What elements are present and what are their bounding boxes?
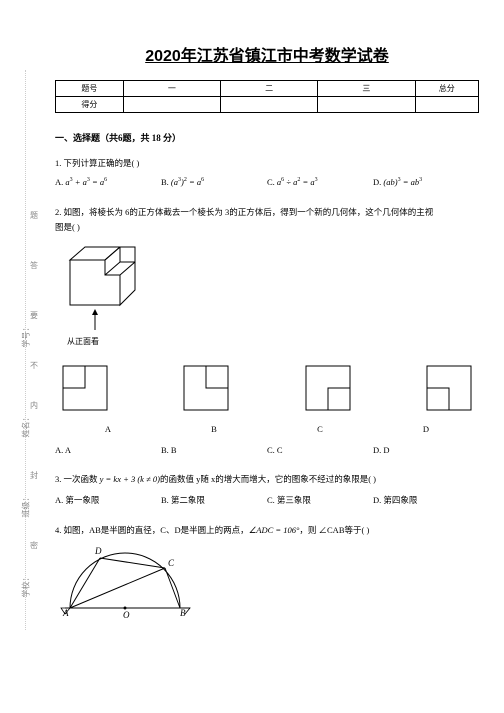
q2-fig-d: [419, 358, 479, 418]
side-ti: 题: [30, 210, 38, 221]
q3-options: A. 第一象限 B. 第二象限 C. 第三象限 D. 第四象限: [55, 493, 479, 508]
q1-math-b: (a3)2 = a6: [171, 177, 204, 187]
side-seal: 密: [30, 540, 38, 551]
side-bu: 不: [30, 360, 38, 371]
q3-stem-a: 3. 一次函数: [55, 474, 100, 484]
q1-math-d: (ab)3 = ab3: [383, 177, 422, 187]
q2-caption: 从正面看: [67, 335, 479, 349]
page-content: 2020年江苏省镇江市中考数学试卷 题号 一 二 三 总分 得分 一、选择题（共…: [55, 0, 479, 618]
th-c3: 三: [318, 81, 415, 97]
q2-fig-a: [55, 358, 115, 418]
q1-math-a: a3 + a3 = a6: [65, 177, 107, 187]
q2-lb: B: [161, 422, 267, 437]
side-name: 姓名：: [21, 414, 32, 438]
side-nei: 内: [30, 400, 38, 411]
side-line: 封: [30, 470, 38, 481]
question-4: 4. 如图，AB是半圆的直径，C、D是半圆上的两点，∠ADC = 106°，则 …: [55, 523, 479, 618]
exam-title: 2020年江苏省镇江市中考数学试卷: [55, 42, 479, 66]
side-class: 班级：: [21, 494, 32, 518]
q1-opt-c[interactable]: C. a6 ÷ a2 = a3: [267, 175, 373, 190]
q3-b[interactable]: B. 第二象限: [161, 493, 267, 508]
q2-fig-b: [176, 358, 236, 418]
q1-options: A. a3 + a3 = a6 B. (a3)2 = a6 C. a6 ÷ a2…: [55, 175, 479, 190]
question-2: 2. 如图，将棱长为 6的正方体截去一个棱长为 3的正方体后，得到一个新的几何体…: [55, 205, 479, 459]
q3-math: y = kx + 3 (k ≠ 0): [100, 474, 160, 484]
q1-opt-d[interactable]: D. (ab)3 = ab3: [373, 175, 479, 190]
q2-dd[interactable]: D. D: [373, 443, 479, 458]
q3-stem-b: 的函数值 y随 x的增大而增大，它的图象不经过的象限是( ): [160, 474, 376, 484]
q4-label-b: B: [180, 608, 186, 618]
blank-cell[interactable]: [123, 97, 220, 113]
th-score: 得分: [56, 97, 124, 113]
q2-choice-labels: A B C D: [55, 422, 479, 437]
th-c1: 一: [123, 81, 220, 97]
q2-solid-figure: [55, 235, 145, 335]
q3-a[interactable]: A. 第一象限: [55, 493, 161, 508]
q4-stem-b: ，则 ∠CAB等于( ): [299, 525, 369, 535]
q1-opt-a[interactable]: A. a3 + a3 = a6: [55, 175, 161, 190]
q4-label-d: D: [94, 546, 102, 556]
blank-cell[interactable]: [318, 97, 415, 113]
q2-fig-c: [298, 358, 358, 418]
q2-lc: C: [267, 422, 373, 437]
q2-ld: D: [373, 422, 479, 437]
section1-title: 一、选择题（共6题，共 18 分）: [55, 131, 479, 144]
q4-math: ∠ADC = 106°: [249, 525, 300, 535]
q2-stem1: 2. 如图，将棱长为 6的正方体截去一个棱长为 3的正方体后，得到一个新的几何体…: [55, 205, 479, 220]
side-yao: 要: [30, 310, 38, 321]
q1-stem: 1. 下列计算正确的是( ): [55, 156, 479, 171]
q2-cc[interactable]: C. C: [267, 443, 373, 458]
question-1: 1. 下列计算正确的是( ) A. a3 + a3 = a6 B. (a3)2 …: [55, 156, 479, 191]
side-id: 学号：: [21, 324, 32, 348]
blank-cell[interactable]: [220, 97, 317, 113]
q4-stem-a: 4. 如图，AB是半圆的直径，C、D是半圆上的两点，: [55, 525, 249, 535]
table-row: 题号 一 二 三 总分: [56, 81, 479, 97]
q3-c[interactable]: C. 第三象限: [267, 493, 373, 508]
blank-cell[interactable]: [415, 97, 478, 113]
table-row: 得分: [56, 97, 479, 113]
q3-d[interactable]: D. 第四象限: [373, 493, 479, 508]
score-table: 题号 一 二 三 总分 得分: [55, 80, 479, 113]
side-da: 答: [30, 260, 38, 271]
th-num: 题号: [56, 81, 124, 97]
q1-opt-b[interactable]: B. (a3)2 = a6: [161, 175, 267, 190]
q2-answer-row: A. A B. B C. C D. D: [55, 443, 479, 458]
q2-choice-figures: [55, 358, 479, 418]
q2-bb[interactable]: B. B: [161, 443, 267, 458]
side-school: 学校：: [21, 574, 32, 598]
q4-label-o: O: [123, 610, 130, 618]
q1-math-c: a6 ÷ a2 = a3: [277, 177, 318, 187]
q4-semicircle-figure: A B O D C: [55, 538, 205, 618]
th-total: 总分: [415, 81, 478, 97]
th-c2: 二: [220, 81, 317, 97]
side-labels: 学校： 班级： 姓名： 学号： 密 封 内 不 要 答 题: [8, 80, 38, 580]
q2-la: A: [55, 422, 161, 437]
q2-aa[interactable]: A. A: [55, 443, 161, 458]
q2-stem2: 图是( ): [55, 220, 479, 235]
q4-label-c: C: [168, 558, 175, 568]
question-3: 3. 一次函数 y = kx + 3 (k ≠ 0)的函数值 y随 x的增大而增…: [55, 472, 479, 509]
